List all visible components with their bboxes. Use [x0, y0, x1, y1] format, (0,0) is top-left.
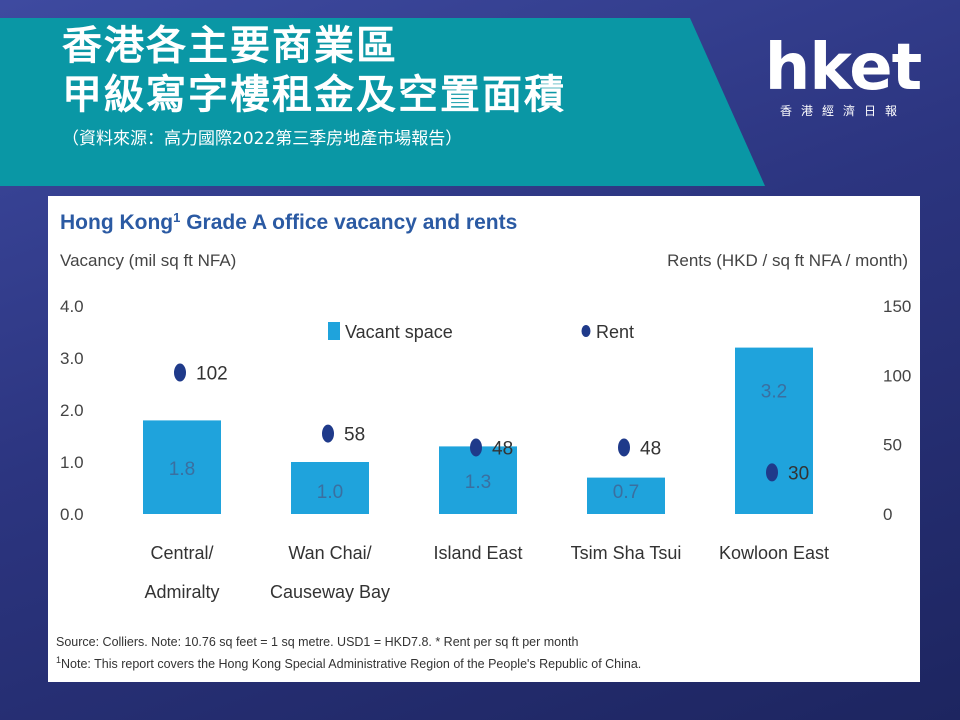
y-left-tick-label: 0.0 [60, 505, 84, 524]
y-right-tick-label: 100 [883, 366, 911, 385]
vacancy-value-label: 1.0 [317, 482, 343, 503]
category-label-line2: Causeway Bay [270, 582, 390, 602]
category-label-line2: Admiralty [144, 582, 219, 602]
legend-vacant-label: Vacant space [345, 322, 453, 342]
rent-dot [322, 424, 334, 443]
rent-value-label: 102 [196, 364, 228, 385]
logo-wordmark: hket [764, 31, 922, 105]
y-left-tick-label: 4.0 [60, 297, 84, 316]
y-right-tick-label: 0 [883, 505, 892, 524]
rent-value-label: 48 [492, 438, 513, 459]
y-right-tick-label: 150 [883, 297, 911, 316]
category-label: Island East [433, 543, 522, 563]
y-left-tick-label: 3.0 [60, 349, 84, 368]
vacancy-bar [291, 462, 369, 514]
y-right-tick-label: 50 [883, 436, 902, 455]
chart-note-source: Source: Colliers. Note: 10.76 sq feet = … [56, 635, 579, 649]
vacancy-value-label: 1.3 [465, 472, 491, 493]
legend-rent-label: Rent [596, 322, 634, 342]
vacancy-bar [439, 446, 517, 514]
chart-note-region: 1Note: This report covers the Hong Kong … [56, 655, 641, 671]
slide-source: （資料來源：高力國際2022第三季房地產市場報告） [62, 129, 463, 149]
hket-logo: hket 香港經濟日報 [758, 36, 928, 119]
rent-dot [470, 438, 482, 457]
vacancy-value-label: 0.7 [613, 482, 639, 503]
rent-value-label: 58 [344, 425, 365, 446]
vacancy-bar [143, 420, 221, 514]
legend-rent-dot [581, 325, 591, 337]
vacancy-bar [735, 347, 813, 514]
rent-value-label: 48 [640, 438, 661, 459]
y-axis-left-label: Vacancy (mil sq ft NFA) [60, 251, 236, 270]
slide-title-block: 香港各主要商業區 甲級寫字樓租金及空置面積 （資料來源：高力國際2022第三季房… [62, 22, 566, 149]
vacancy-value-label: 1.8 [169, 459, 195, 480]
rent-dot [174, 363, 186, 382]
title-banner [0, 18, 765, 186]
category-label: Wan Chai/ [288, 543, 371, 563]
y-left-tick-label: 1.0 [60, 453, 84, 472]
y-left-tick-label: 2.0 [60, 401, 84, 420]
slide-title-line-2: 甲級寫字樓租金及空置面積 [62, 72, 566, 118]
rent-value-label: 30 [788, 463, 809, 484]
vacancy-bar [587, 477, 665, 514]
rent-dot [618, 438, 630, 457]
vacancy-value-label: 3.2 [761, 382, 787, 403]
chart-card: Hong Kong1 Grade A office vacancy and re… [48, 196, 920, 682]
logo-subtitle: 香港經濟日報 [779, 104, 906, 118]
rent-dot [766, 463, 778, 482]
chart-title: Hong Kong1 Grade A office vacancy and re… [60, 210, 517, 235]
legend-bar-swatch [328, 322, 340, 340]
y-axis-right-label: Rents (HKD / sq ft NFA / month) [667, 251, 908, 270]
chart-svg: Hong Kong1 Grade A office vacancy and re… [56, 210, 911, 672]
category-label: Kowloon East [719, 543, 829, 563]
slide-title-line-1: 香港各主要商業區 [62, 23, 398, 69]
category-label: Tsim Sha Tsui [571, 543, 682, 563]
category-label: Central/ [150, 543, 213, 563]
